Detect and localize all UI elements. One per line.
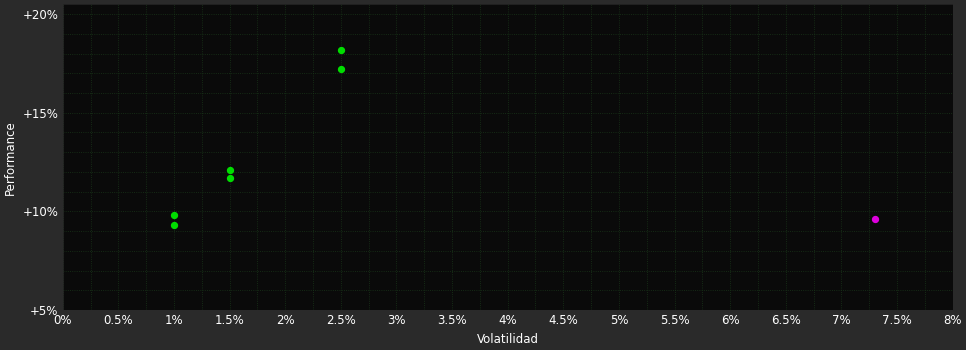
Point — [166, 212, 182, 218]
Point — [222, 167, 238, 173]
Point — [222, 175, 238, 181]
Point — [867, 217, 883, 222]
Point — [333, 66, 349, 72]
Y-axis label: Performance: Performance — [4, 120, 17, 195]
Point — [333, 47, 349, 52]
X-axis label: Volatilidad: Volatilidad — [476, 333, 539, 346]
Point — [166, 223, 182, 228]
